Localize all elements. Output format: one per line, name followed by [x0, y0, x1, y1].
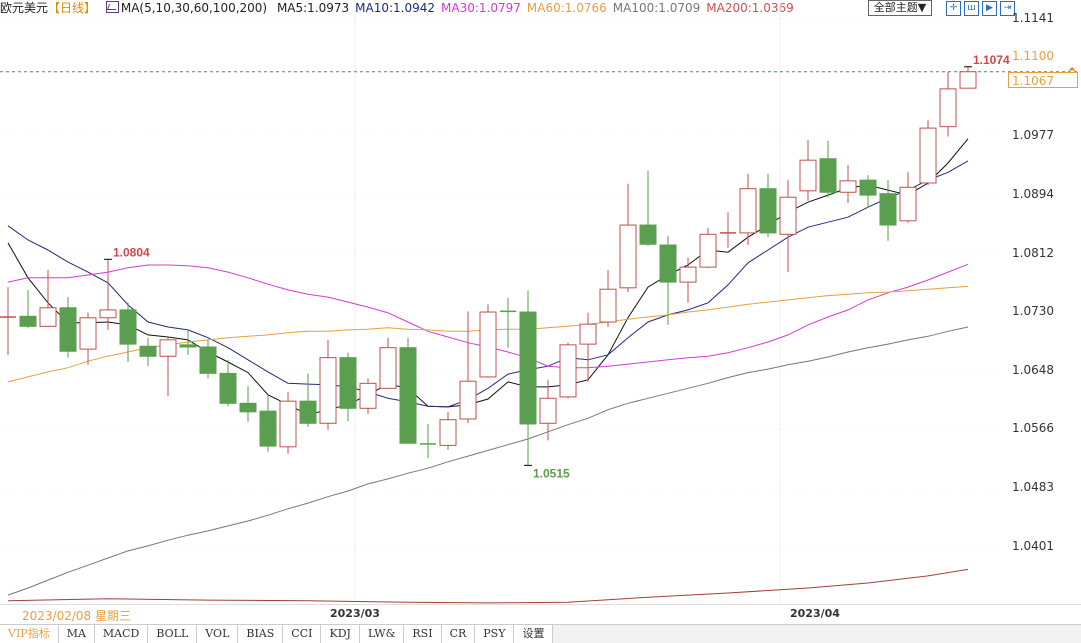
tab-4[interactable]: VOL — [197, 625, 239, 643]
ma-values: MA5:1.0973 MA10:1.0942 MA30:1.0797 MA60:1.0… — [277, 1, 800, 15]
price-tick-label: 1.1141 — [1012, 11, 1054, 25]
ma-value-2: MA30:1.0797 — [441, 1, 521, 15]
price-tick-label: 1.0483 — [1012, 480, 1054, 495]
tab-3[interactable]: BOLL — [148, 625, 198, 643]
candle-up — [919, 127, 937, 184]
indicator-tabs: VIP指标 MA MACD BOLL VOL BIAS CCI KDJ LW& RSI CR PSY 设… — [0, 624, 1081, 643]
candlestick-chart[interactable]: 1.1074 1.0804 1.0515 — [0, 0, 1081, 604]
candle-down — [819, 158, 837, 193]
price-tick-label: 1.0977 — [1012, 127, 1054, 142]
candle-down — [139, 345, 157, 357]
candle-down — [179, 344, 197, 348]
candle-up — [159, 339, 177, 357]
candle-up — [479, 311, 497, 378]
ma-line-ma200 — [7, 568, 969, 604]
candle-up — [99, 309, 117, 319]
tab-12[interactable]: 设置 — [514, 625, 554, 643]
candle-up — [599, 288, 617, 323]
tab-6[interactable]: CCI — [283, 625, 322, 643]
candle-up — [739, 188, 757, 234]
candle-up — [39, 307, 57, 327]
tab-10[interactable]: CR — [441, 625, 476, 643]
candle-up — [899, 186, 917, 222]
candle-down — [19, 315, 37, 327]
current-price-label: 1.1067 — [1008, 72, 1078, 88]
date-axis: 2023/02/08 星期三 2023/03 2023/04 — [0, 604, 1081, 623]
month-label-mar: 2023/03 — [330, 607, 380, 620]
candle-up — [79, 317, 97, 350]
price-tick-label: 1.0566 — [1012, 420, 1054, 435]
extreme-label: 1.1074 — [973, 53, 1010, 67]
crosshair-icon[interactable]: ✛ — [946, 1, 961, 16]
candle-up — [579, 323, 597, 345]
candle-up — [539, 397, 557, 424]
tab-0[interactable]: VIP指标 — [0, 625, 59, 643]
candle-down — [859, 179, 877, 196]
goto-latest-icon[interactable]: ⇥ — [1000, 1, 1015, 16]
candle-down — [879, 193, 897, 226]
interval-stats-icon[interactable]: ш — [964, 1, 979, 16]
candle-down — [759, 188, 777, 234]
extreme-label: 1.0804 — [113, 245, 150, 259]
candle-up — [439, 419, 457, 446]
ma-value-1: MA10:1.0942 — [355, 1, 436, 15]
ma-params[interactable]: MA(5,10,30,60,100,200) — [120, 1, 268, 15]
candle-up — [959, 71, 977, 89]
candle-down — [119, 309, 137, 345]
candle-up — [279, 400, 297, 448]
candle-up — [359, 382, 377, 409]
price-tick-label: 1.1100 — [1012, 49, 1054, 63]
collapse-arrow-icon[interactable]: ⏶ — [1068, 64, 1076, 75]
tab-7[interactable]: KDJ — [321, 625, 360, 643]
candle-down — [59, 307, 77, 352]
tab-1[interactable]: MA — [58, 625, 95, 643]
candle-down — [219, 372, 237, 404]
symbol-name: 欧元美元 — [0, 1, 49, 15]
candle-down — [239, 402, 257, 413]
candle-down — [199, 346, 217, 374]
candle-up — [699, 233, 717, 268]
month-label-apr: 2023/04 — [790, 607, 840, 620]
cursor-date: 2023/02/08 星期三 — [22, 609, 131, 623]
candle-down — [519, 311, 537, 425]
period-label[interactable]: 【日线】 — [48, 1, 97, 15]
tab-11[interactable]: PSY — [475, 625, 515, 643]
price-tick-label: 1.0730 — [1012, 304, 1054, 319]
candle-up — [939, 88, 957, 128]
candle-up — [619, 224, 637, 289]
ma-line-ma100 — [7, 326, 969, 596]
tab-8[interactable]: LW& — [359, 625, 405, 643]
ma-value-5: MA200:1.0369 — [706, 1, 794, 15]
candle-up — [839, 180, 857, 193]
candle-down — [659, 244, 677, 283]
candle-down — [299, 400, 317, 424]
candle-up — [559, 344, 577, 398]
tab-5[interactable]: BIAS — [238, 625, 284, 643]
ma-indicator-icon[interactable] — [105, 1, 119, 13]
price-tick-label: 1.0648 — [1012, 362, 1054, 377]
ma-value-0: MA5:1.0973 — [276, 1, 350, 15]
tab-9[interactable]: RSI — [404, 625, 442, 643]
step-play-icon[interactable]: ▶ — [982, 1, 997, 16]
candle-down — [259, 410, 277, 447]
candle-up — [459, 380, 477, 420]
ma-line-ma10 — [7, 160, 969, 408]
candle-down — [639, 224, 657, 245]
candle-up — [779, 196, 797, 235]
candle-up — [679, 266, 697, 283]
theme-dropdown-button[interactable]: 全部主题▼ — [868, 0, 932, 16]
candle-up — [379, 347, 397, 389]
candle-up — [799, 159, 817, 192]
tab-2[interactable]: MACD — [94, 625, 149, 643]
ma-value-3: MA60:1.0766 — [526, 1, 607, 15]
extreme-label: 1.0515 — [533, 466, 570, 480]
price-tick-label: 1.0812 — [1012, 245, 1054, 260]
candle-down — [399, 347, 417, 444]
ma-value-4: MA100:1.0709 — [612, 1, 701, 15]
candle-down — [339, 357, 357, 409]
price-tick-label: 1.0894 — [1012, 187, 1054, 202]
chart-header: 欧元美元【日线】 MA(5,10,30,60,100,200) MA5:1.09… — [0, 0, 806, 16]
price-tick-label: 1.0401 — [1012, 538, 1054, 553]
candle-up — [319, 357, 337, 424]
